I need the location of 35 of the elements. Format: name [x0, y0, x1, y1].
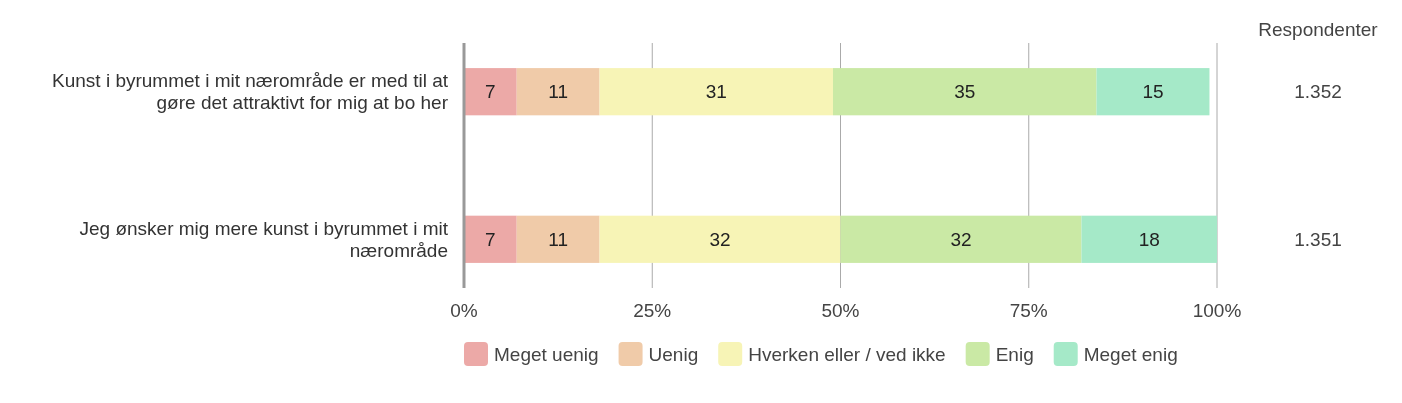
- legend-label: Meget enig: [1083, 343, 1178, 365]
- bar: [599, 215, 841, 263]
- y2-axis-title: Respondenter: [1258, 18, 1379, 40]
- x-tick-label: 0%: [450, 299, 478, 321]
- bar: [1096, 68, 1210, 116]
- data-label: 32: [950, 228, 972, 250]
- data-label: 11: [548, 81, 568, 103]
- data-label: 18: [1138, 228, 1160, 250]
- x-tick-label: 50%: [821, 299, 860, 321]
- x-tick-label: 25%: [633, 299, 672, 321]
- data-label: 35: [954, 81, 976, 103]
- data-label: 7: [485, 81, 496, 103]
- data-label: 31: [705, 81, 727, 103]
- bar: [516, 68, 600, 116]
- bar: [464, 215, 517, 263]
- text: 1.352: [1294, 81, 1342, 103]
- legend-label: Hverken eller / ved ikke: [748, 343, 946, 365]
- data-label: 11: [548, 228, 568, 250]
- data-label: 32: [709, 228, 731, 250]
- bar: [599, 68, 833, 116]
- x-tick-label: 100%: [1192, 299, 1242, 321]
- bar: [516, 215, 600, 263]
- x-tick-label: 75%: [1009, 299, 1048, 321]
- bar: [464, 68, 517, 116]
- bar: [1081, 215, 1217, 263]
- y-tick-label: Jeg ønsker mig mere kunst i byrummet i mit nærområde: [79, 217, 449, 261]
- legend-label: Uenig: [648, 343, 699, 365]
- data-label: 15: [1142, 81, 1164, 103]
- data-label: 7: [485, 228, 496, 250]
- bar: [832, 68, 1097, 116]
- bar: [840, 215, 1082, 263]
- legend-label: Enig: [995, 343, 1034, 365]
- y-tick-label: Kunst i byrummet i mit nærområde er med til at gøre det attraktivt for mig at bo her: [52, 70, 449, 114]
- text: 1.351: [1294, 228, 1342, 250]
- legend-label: Meget uenig: [494, 343, 599, 365]
